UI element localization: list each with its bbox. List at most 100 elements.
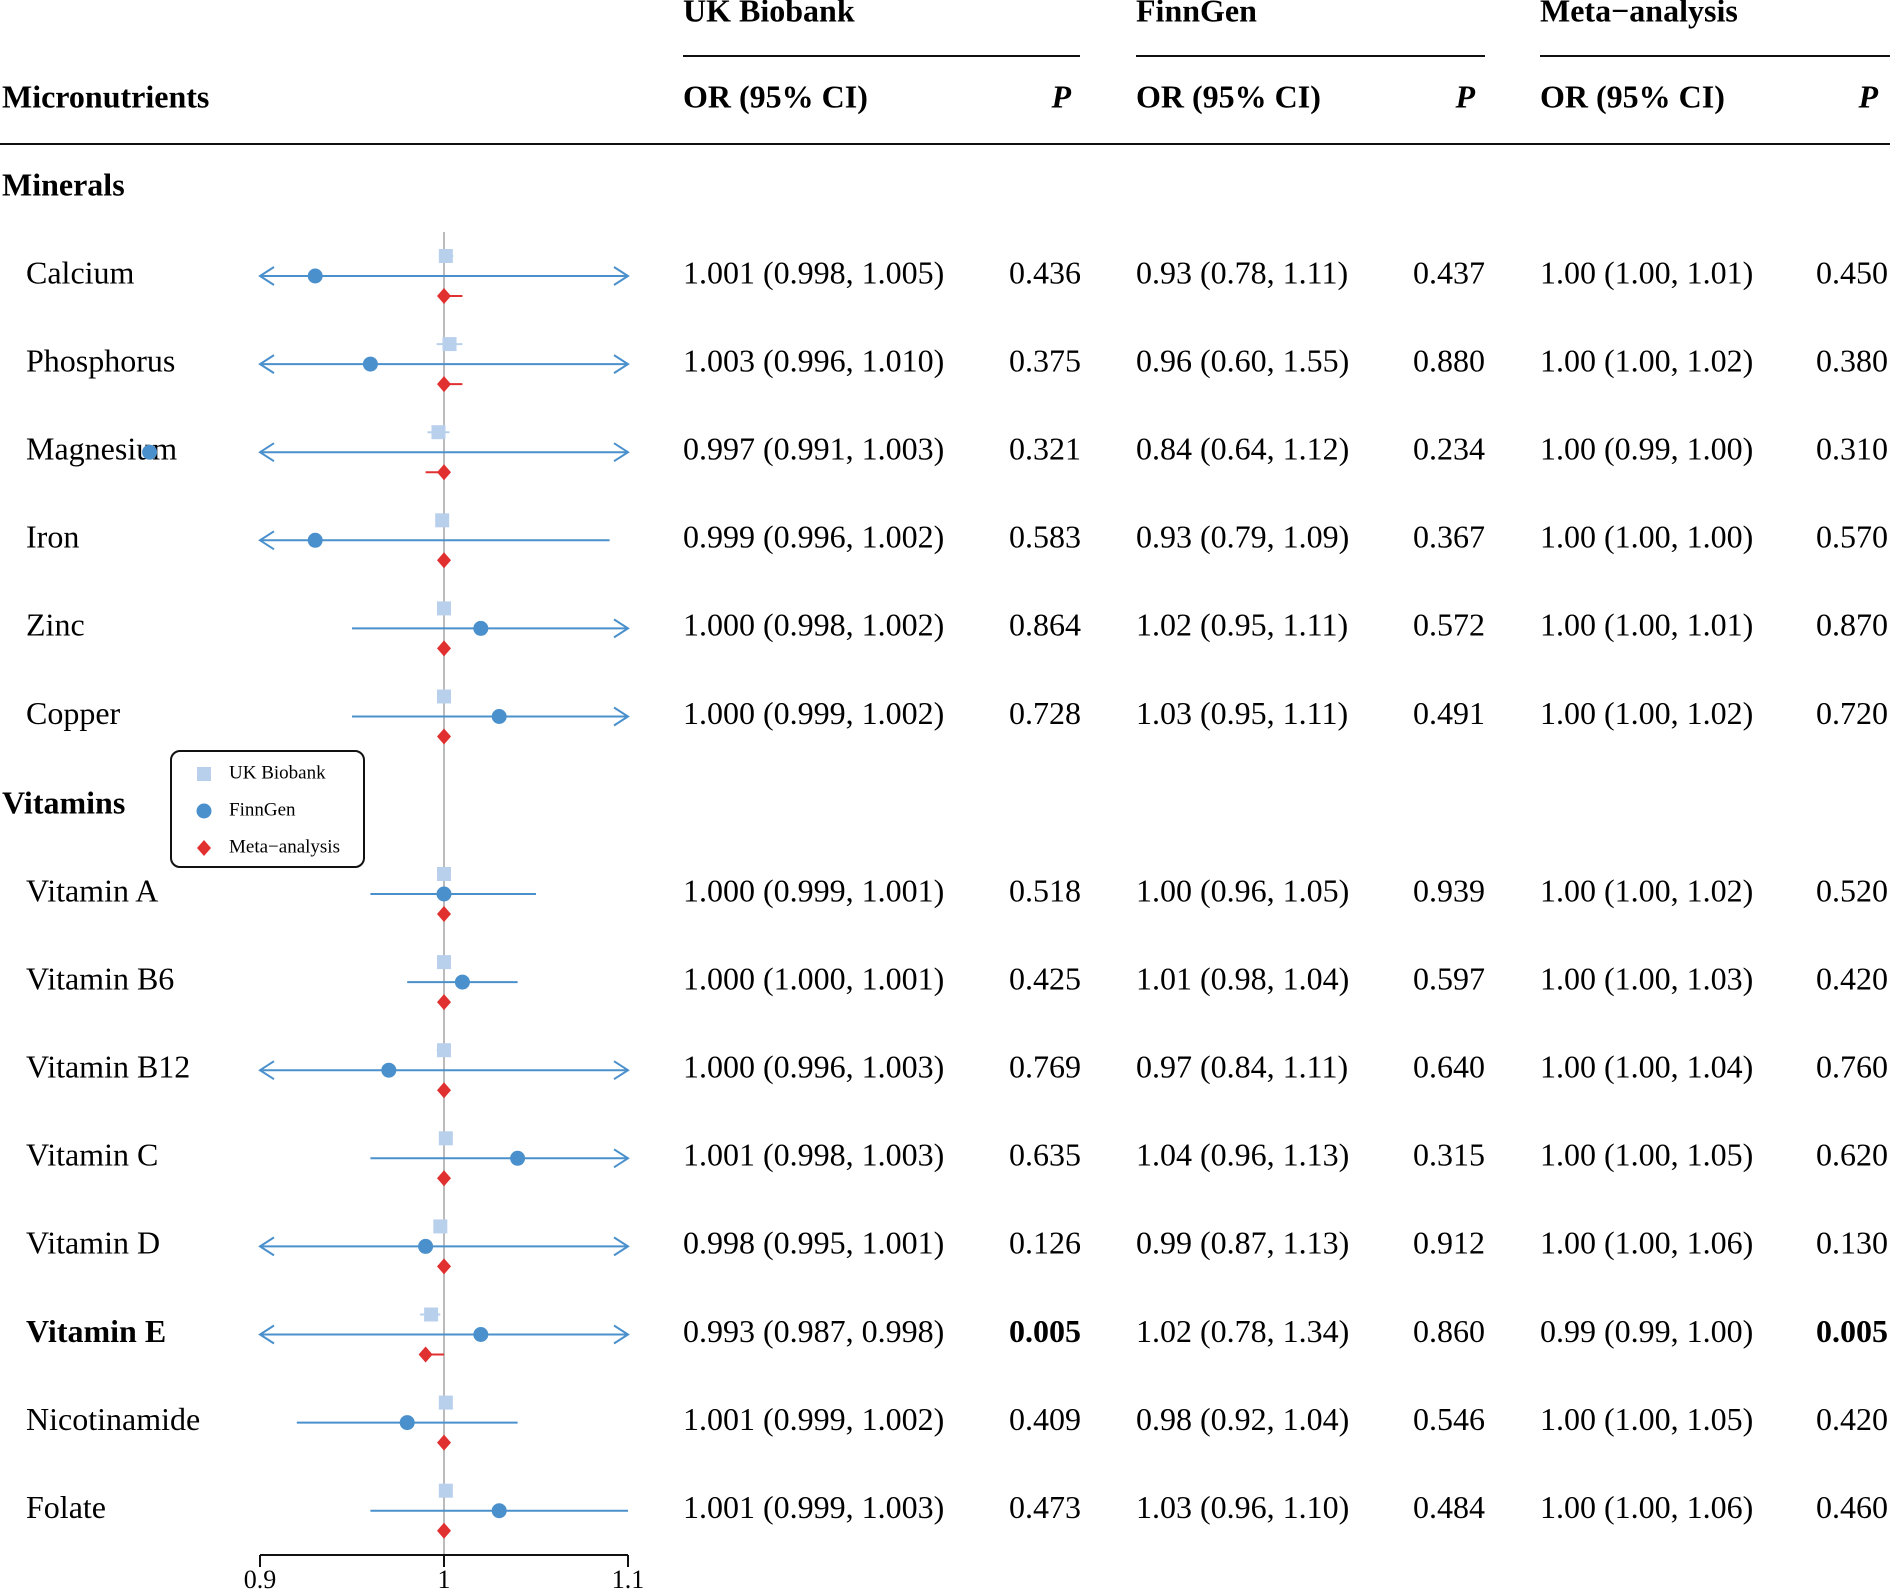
fin-p-vitamin-e: 0.860 bbox=[1413, 1313, 1485, 1349]
fin-p-iron: 0.367 bbox=[1413, 519, 1485, 555]
finngen-point-phosphorus bbox=[362, 356, 378, 372]
row-label-phosphorus: Phosphorus bbox=[26, 342, 175, 378]
meta-or-ci-calcium: 1.00 (1.00, 1.01) bbox=[1540, 254, 1753, 290]
ukb-point-vitamin-b6 bbox=[437, 955, 451, 970]
ukb-or-ci-vitamin-b12: 1.000 (0.996, 1.003) bbox=[683, 1049, 944, 1085]
ukb-p-calcium: 0.436 bbox=[1009, 254, 1081, 290]
ci-column-header: OR (95% CI) bbox=[1136, 78, 1321, 114]
fin-p-vitamin-d: 0.912 bbox=[1413, 1225, 1485, 1261]
finngen-ci-vitamin-e-right-arrow bbox=[613, 1324, 630, 1345]
meta-p-iron: 0.570 bbox=[1816, 519, 1888, 555]
ci-column-header: OR (95% CI) bbox=[683, 78, 868, 114]
ukb-p-nicotinamide: 0.409 bbox=[1009, 1401, 1081, 1437]
group-heading: Vitamins bbox=[2, 784, 125, 820]
finngen-ci-vitamin-d-left-arrow bbox=[258, 1236, 275, 1257]
finngen-ci-vitamin-b12-left-arrow bbox=[258, 1060, 275, 1081]
ukb-p-magnesium: 0.321 bbox=[1009, 431, 1081, 467]
study-header-2: Meta−analysis bbox=[1540, 0, 1738, 28]
finngen-point-iron bbox=[307, 532, 323, 548]
finngen-ci-magnesium-right-arrow bbox=[613, 442, 630, 463]
finngen-ci-vitamin-d-right-arrow bbox=[613, 1236, 630, 1257]
finngen-point-magnesium bbox=[142, 444, 158, 460]
fin-p-folate: 0.484 bbox=[1413, 1489, 1485, 1525]
ukb-point-vitamin-b12 bbox=[437, 1043, 451, 1058]
meta-p-vitamin-b12: 0.760 bbox=[1816, 1049, 1888, 1085]
ukb-or-ci-zinc: 1.000 (0.998, 1.002) bbox=[683, 607, 944, 643]
fin-or-ci-zinc: 1.02 (0.95, 1.11) bbox=[1136, 607, 1348, 643]
ukb-point-phosphorus bbox=[442, 337, 457, 352]
ukb-p-iron: 0.583 bbox=[1009, 519, 1081, 555]
row-label-vitamin-c: Vitamin C bbox=[26, 1137, 158, 1173]
fin-p-calcium: 0.437 bbox=[1413, 254, 1485, 290]
meta-p-vitamin-d: 0.130 bbox=[1816, 1225, 1888, 1261]
meta-or-ci-nicotinamide: 1.00 (1.00, 1.05) bbox=[1540, 1401, 1753, 1437]
finngen-point-copper bbox=[491, 709, 507, 724]
fin-or-ci-vitamin-b12: 0.97 (0.84, 1.11) bbox=[1136, 1049, 1348, 1085]
ukb-or-ci-vitamin-c: 1.001 (0.998, 1.003) bbox=[683, 1137, 944, 1173]
finngen-ci-phosphorus-right-arrow bbox=[613, 354, 630, 374]
finngen-point-vitamin-a bbox=[436, 886, 452, 902]
finngen-ci-iron-left-arrow bbox=[258, 530, 275, 551]
ukb-point-calcium bbox=[438, 249, 453, 263]
ukb-point-vitamin-a bbox=[437, 867, 451, 881]
fin-or-ci-phosphorus: 0.96 (0.60, 1.55) bbox=[1136, 342, 1349, 378]
finngen-ci-vitamin-c-right-arrow bbox=[613, 1148, 630, 1169]
ukb-p-zinc: 0.864 bbox=[1009, 607, 1081, 643]
finngen-point-vitamin-b6 bbox=[454, 974, 470, 990]
meta-point-vitamin-b6 bbox=[437, 994, 451, 1011]
ukb-point-nicotinamide bbox=[438, 1395, 453, 1410]
fin-or-ci-iron: 0.93 (0.79, 1.09) bbox=[1136, 519, 1349, 555]
meta-or-ci-vitamin-d: 1.00 (1.00, 1.06) bbox=[1540, 1225, 1753, 1261]
meta-point-copper bbox=[437, 728, 451, 745]
ukb-p-vitamin-d: 0.126 bbox=[1009, 1225, 1081, 1261]
ukb-p-copper: 0.728 bbox=[1009, 695, 1081, 731]
fin-p-zinc: 0.572 bbox=[1413, 607, 1485, 643]
row-label-iron: Iron bbox=[26, 519, 79, 555]
ukb-point-folate bbox=[438, 1483, 453, 1498]
ukb-or-ci-phosphorus: 1.003 (0.996, 1.010) bbox=[683, 342, 944, 378]
fin-or-ci-copper: 1.03 (0.95, 1.11) bbox=[1136, 695, 1348, 731]
meta-point-phosphorus bbox=[437, 376, 451, 393]
ukb-or-ci-calcium: 1.001 (0.998, 1.005) bbox=[683, 254, 944, 290]
ukb-or-ci-folate: 1.001 (0.999, 1.003) bbox=[683, 1489, 944, 1525]
legend-label: Meta−analysis bbox=[229, 836, 340, 857]
meta-p-phosphorus: 0.380 bbox=[1816, 342, 1888, 378]
x-tick-label: 1 bbox=[438, 1565, 451, 1590]
fin-or-ci-vitamin-d: 0.99 (0.87, 1.13) bbox=[1136, 1225, 1349, 1261]
fin-p-nicotinamide: 0.546 bbox=[1413, 1401, 1485, 1437]
meta-point-vitamin-c bbox=[437, 1170, 451, 1187]
meta-point-iron bbox=[437, 552, 451, 569]
finngen-point-folate bbox=[491, 1503, 507, 1519]
finngen-ci-calcium-left-arrow bbox=[258, 266, 275, 286]
meta-or-ci-vitamin-c: 1.00 (1.00, 1.05) bbox=[1540, 1137, 1753, 1173]
meta-p-vitamin-e: 0.005 bbox=[1816, 1313, 1888, 1349]
row-label-vitamin-b6: Vitamin B6 bbox=[26, 960, 174, 996]
ukb-p-vitamin-a: 0.518 bbox=[1009, 872, 1081, 908]
ukb-or-ci-copper: 1.000 (0.999, 1.002) bbox=[683, 695, 944, 731]
meta-point-vitamin-a bbox=[437, 906, 451, 922]
fin-or-ci-calcium: 0.93 (0.78, 1.11) bbox=[1136, 254, 1348, 290]
meta-or-ci-magnesium: 1.00 (0.99, 1.00) bbox=[1540, 431, 1753, 467]
finngen-ci-vitamin-e-left-arrow bbox=[258, 1324, 275, 1345]
meta-point-vitamin-d bbox=[437, 1258, 451, 1275]
meta-or-ci-vitamin-b6: 1.00 (1.00, 1.03) bbox=[1540, 960, 1753, 996]
fin-p-magnesium: 0.234 bbox=[1413, 431, 1485, 467]
finngen-point-vitamin-d bbox=[418, 1238, 434, 1254]
meta-or-ci-phosphorus: 1.00 (1.00, 1.02) bbox=[1540, 342, 1753, 378]
row-label-vitamin-a: Vitamin A bbox=[26, 872, 158, 908]
fin-or-ci-vitamin-a: 1.00 (0.96, 1.05) bbox=[1136, 872, 1349, 908]
ukb-point-zinc bbox=[437, 601, 451, 616]
row-label-copper: Copper bbox=[26, 695, 121, 731]
ukb-p-vitamin-e: 0.005 bbox=[1009, 1313, 1081, 1349]
fin-or-ci-vitamin-c: 1.04 (0.96, 1.13) bbox=[1136, 1137, 1349, 1173]
group-heading: Minerals bbox=[2, 166, 125, 202]
fin-p-vitamin-b12: 0.640 bbox=[1413, 1049, 1485, 1085]
meta-or-ci-iron: 1.00 (1.00, 1.00) bbox=[1540, 519, 1753, 555]
row-label-vitamin-b12: Vitamin B12 bbox=[26, 1049, 190, 1085]
row-label-nicotinamide: Nicotinamide bbox=[26, 1401, 200, 1437]
ukb-or-ci-vitamin-b6: 1.000 (1.000, 1.001) bbox=[683, 960, 944, 996]
ukb-or-ci-nicotinamide: 1.001 (0.999, 1.002) bbox=[683, 1401, 944, 1437]
legend-marker-finngen bbox=[196, 803, 212, 819]
meta-p-vitamin-a: 0.520 bbox=[1816, 872, 1888, 908]
